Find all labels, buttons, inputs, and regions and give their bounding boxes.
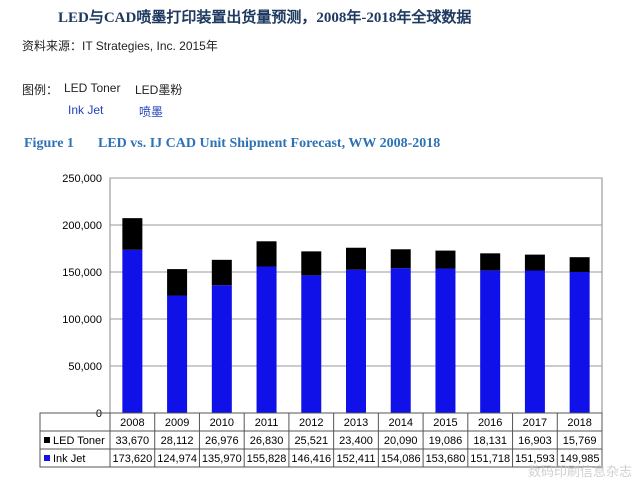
legend-label-ink-jet: Ink Jet [53,453,85,465]
x-tick-label: 2009 [165,417,189,429]
legend-heading: 图例： [22,83,59,97]
x-tick-label: 2012 [299,417,323,429]
bar-led-toner-2010 [211,259,232,286]
y-tick-label: 0 [96,408,102,420]
x-tick-label: 2011 [255,417,279,429]
stacked-bar-chart: 0 50,000 100,000 150,000 200,000 250,000 2008 2… [39,173,603,468]
bar-ink-jet-2010 [211,285,232,413]
data-label-led-toner: 20,090 [384,435,418,447]
y-tick-label: 150,000 [62,267,102,279]
y-tick-label: 250,000 [62,173,102,185]
y-tick-label: 200,000 [62,220,102,232]
y-tick-label: 100,000 [62,314,102,326]
x-tick-label: 2010 [210,417,234,429]
bar-led-toner-2012 [301,251,322,276]
bar-ink-jet-2012 [301,275,322,413]
data-label-ink-jet: 153,680 [426,453,466,465]
figure-title: LED vs. IJ CAD Unit Shipment Forecast, W… [98,136,441,151]
data-label-led-toner: 26,830 [250,435,284,447]
legend-led-toner-cn: LED墨粉 [135,83,183,97]
data-label-led-toner: 16,903 [518,435,552,447]
figure-label: Figure 1 [24,136,74,151]
bar-ink-jet-2013 [346,269,366,413]
x-tick-label: 2008 [120,417,144,429]
x-tick-label: 2018 [567,417,591,429]
legend-led-toner-en: LED Toner [64,81,121,95]
bar-ink-jet-2011 [256,266,277,413]
data-label-led-toner: 23,400 [339,435,373,447]
legend-ink-jet-en: Ink Jet [68,103,104,117]
bar-led-toner-2016 [480,253,501,271]
data-label-led-toner: 25,521 [294,435,328,447]
source-note: 资料来源：IT Strategies, Inc. 2015年 [22,39,218,53]
data-label-ink-jet: 151,593 [515,453,555,465]
legend-ink-jet-cn: 喷墨 [139,105,164,119]
y-tick-label: 50,000 [68,361,102,373]
page-title: LED与CAD喷墨打印装置出货量预测，2008年-2018年全球数据 [58,10,472,26]
x-tick-label: 2017 [523,417,547,429]
bar-led-toner-2013 [346,247,366,270]
bar-ink-jet-2014 [390,268,411,413]
data-label-led-toner: 15,769 [563,435,597,447]
bar-led-toner-2015 [435,250,456,269]
data-label-ink-jet: 135,970 [202,453,242,465]
bar-ink-jet-2015 [435,268,456,413]
data-label-led-toner: 26,976 [205,435,239,447]
data-label-ink-jet: 152,411 [337,453,376,465]
data-label-ink-jet: 173,620 [112,453,152,465]
data-table-frame [39,412,603,468]
data-label-led-toner: 33,670 [116,435,150,447]
bar-ink-jet-2018 [569,272,590,413]
bar-ink-jet-2009 [167,295,188,413]
bar-ink-jet-2016 [480,270,501,413]
data-label-ink-jet: 155,828 [247,453,287,465]
bar-ink-jet-2008 [122,249,143,413]
legend-label-led-toner: LED Toner [53,435,105,447]
x-tick-label: 2013 [344,417,368,429]
bar-led-toner-2011 [256,241,277,267]
data-label-ink-jet: 124,974 [157,453,197,465]
bar-led-toner-2017 [524,254,545,271]
data-label-ink-jet: 146,416 [291,453,331,465]
legend-key-ink-jet [44,455,50,461]
data-label-ink-jet: 151,718 [470,453,510,465]
bar-ink-jet-2017 [524,270,545,413]
data-label-led-toner: 28,112 [161,435,194,447]
x-tick-label: 2016 [478,417,502,429]
x-tick-label: 2014 [388,417,412,429]
bar-led-toner-2009 [167,269,188,296]
bar-led-toner-2008 [122,218,143,250]
legend-key-led-toner [44,437,50,443]
data-label-ink-jet: 154,086 [381,453,421,465]
watermark-text: 数码印刷信息杂志 [527,464,632,479]
data-label-led-toner: 19,086 [429,435,463,447]
x-tick-label: 2015 [433,417,457,429]
data-label-led-toner: 18,131 [473,435,507,447]
data-label-ink-jet: 149,985 [560,453,600,465]
bar-led-toner-2018 [569,257,590,273]
bar-led-toner-2014 [390,249,411,269]
